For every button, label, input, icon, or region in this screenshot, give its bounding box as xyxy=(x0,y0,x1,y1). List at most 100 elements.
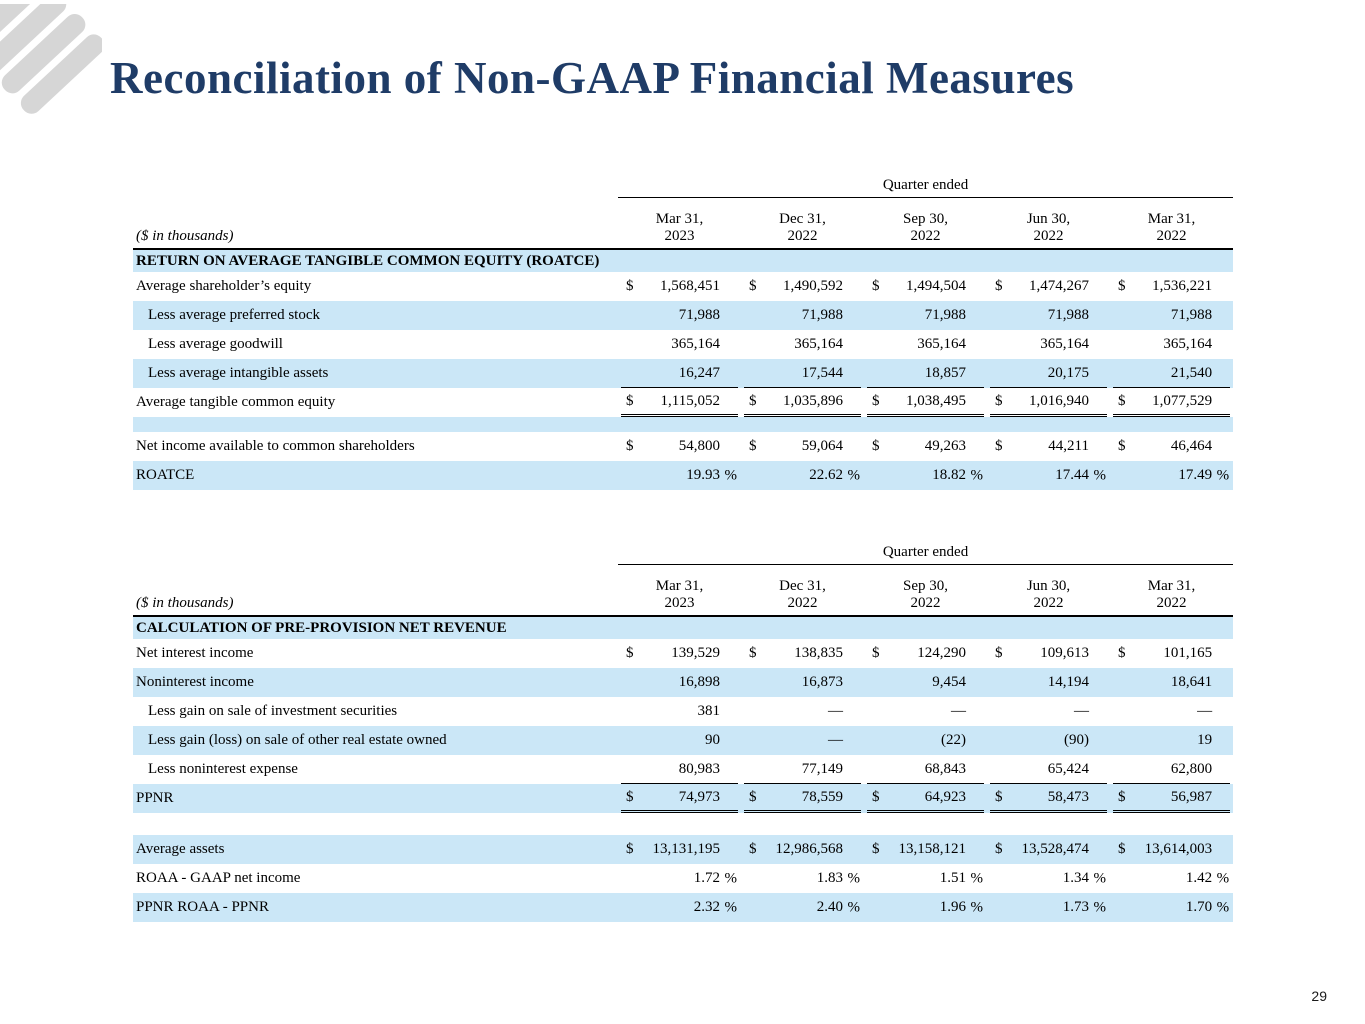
column-header: Mar 31, 2022 xyxy=(1110,564,1234,617)
value-wrap: 62,800 xyxy=(1113,755,1231,784)
value-cell: $1,016,940 xyxy=(987,388,1110,417)
value-wrap: $109,613 xyxy=(990,639,1107,668)
value-text: — xyxy=(1074,703,1089,719)
value-text: 1.96 xyxy=(939,899,966,915)
value-cell: 80,983 xyxy=(618,755,741,784)
column-header-date: Sep 30, xyxy=(903,211,948,228)
diagonal-stripes-icon xyxy=(0,0,105,114)
value-cell: $1,490,592 xyxy=(741,272,864,301)
value-cell: 18,857 xyxy=(864,359,987,388)
value-cell: (22) xyxy=(864,726,987,755)
value-wrap: (22) xyxy=(867,726,984,755)
value-text: 71,988 xyxy=(801,307,843,323)
value-wrap: $12,986,568 xyxy=(744,835,861,864)
row-label: Net income available to common sharehold… xyxy=(136,438,415,454)
value-wrap: 17,544 xyxy=(744,359,861,388)
value-wrap: $1,035,896 xyxy=(744,388,861,417)
value-cell: $1,494,504 xyxy=(864,272,987,301)
table-row: Less average preferred stock 71,988 71,988… xyxy=(133,301,1234,330)
value-wrap: 365,164 xyxy=(744,330,861,359)
page-number: 29 xyxy=(1311,988,1327,1004)
value-text: 71,988 xyxy=(924,307,966,323)
value-wrap: $13,131,195 xyxy=(621,835,738,864)
value-text: — xyxy=(951,703,966,719)
value-text: 16,898 xyxy=(678,674,720,690)
dollar-sign: $ xyxy=(995,438,1003,454)
value-text: 54,800 xyxy=(678,438,720,454)
row-label: Less average goodwill xyxy=(148,336,283,352)
value-wrap: $56,987 xyxy=(1113,784,1231,813)
row-label: ROATCE xyxy=(136,467,195,483)
dollar-sign: $ xyxy=(749,645,757,661)
value-wrap: 365,164 xyxy=(867,330,984,359)
value-cell: $13,158,121 xyxy=(864,835,987,864)
value-text: 1,077,529 xyxy=(1152,392,1213,409)
percent-sign: % xyxy=(1093,899,1107,915)
row-label: Average tangible common equity xyxy=(136,394,336,410)
value-cell: 14,194 xyxy=(987,668,1110,697)
value-text: 56,987 xyxy=(1170,788,1213,805)
row-label: Less gain on sale of investment securiti… xyxy=(148,703,398,719)
financial-table: Quarter ended ($ in thousands) Mar 31, 2023… xyxy=(133,543,1234,922)
value-text: 19.93 xyxy=(686,467,720,483)
dollar-sign: $ xyxy=(1118,438,1126,454)
value-wrap: 1.72% xyxy=(621,864,738,893)
value-text: 78,559 xyxy=(801,788,843,805)
row-label: Noninterest income xyxy=(136,674,254,690)
dollar-sign: $ xyxy=(626,438,634,454)
value-wrap: $46,464 xyxy=(1113,432,1230,461)
value-cell: — xyxy=(741,726,864,755)
value-cell: $1,115,052 xyxy=(618,388,741,417)
value-text: 1,494,504 xyxy=(906,278,966,294)
column-header: Mar 31, 2023 xyxy=(618,564,741,617)
value-wrap: 22.62% xyxy=(744,461,861,490)
value-text: 68,843 xyxy=(924,760,966,777)
value-text: 2.40 xyxy=(816,899,843,915)
column-header-year: 2022 xyxy=(910,228,941,245)
dollar-sign: $ xyxy=(1118,392,1126,409)
dollar-sign: $ xyxy=(1118,278,1126,294)
column-header-year: 2022 xyxy=(1156,228,1187,245)
value-text: 109,613 xyxy=(1040,645,1089,661)
value-cell: $13,131,195 xyxy=(618,835,741,864)
value-text: 46,464 xyxy=(1170,438,1213,454)
value-text: 65,424 xyxy=(1047,760,1089,777)
value-cell: — xyxy=(987,697,1110,726)
percent-sign: % xyxy=(1093,467,1107,483)
value-wrap: 1.83% xyxy=(744,864,861,893)
column-header-year: 2022 xyxy=(787,228,818,245)
value-text: 74,973 xyxy=(678,788,720,805)
value-wrap: 365,164 xyxy=(990,330,1107,359)
value-wrap: 19 xyxy=(1113,726,1230,755)
quarter-ended-row: Quarter ended xyxy=(133,176,1234,198)
column-header-year: 2022 xyxy=(787,595,818,612)
value-cell: $64,923 xyxy=(864,784,987,813)
value-cell: $58,473 xyxy=(987,784,1110,813)
value-cell: 71,988 xyxy=(1110,301,1233,330)
row-label: Less average intangible assets xyxy=(148,365,329,381)
row-label: Less average preferred stock xyxy=(148,307,320,323)
row-label: Average shareholder’s equity xyxy=(136,278,312,294)
value-wrap: 90 xyxy=(621,726,738,755)
dollar-sign: $ xyxy=(872,788,880,805)
column-header-date: Mar 31, xyxy=(655,578,704,595)
empty-cell xyxy=(133,176,618,197)
percent-sign: % xyxy=(970,870,984,886)
value-cell: $1,474,267 xyxy=(987,272,1110,301)
column-header-year: 2022 xyxy=(1156,595,1187,612)
value-text: 365,164 xyxy=(1040,336,1089,352)
value-cell: 9,454 xyxy=(864,668,987,697)
quarter-ended-row: Quarter ended xyxy=(133,543,1234,565)
units-label: ($ in thousands) xyxy=(133,197,618,250)
value-wrap: 71,988 xyxy=(1113,301,1230,330)
value-text: 139,529 xyxy=(671,645,720,661)
value-wrap: 365,164 xyxy=(1113,330,1230,359)
column-header-date: Dec 31, xyxy=(779,578,826,595)
table-row: Less gain (loss) on sale of other real e… xyxy=(133,726,1234,755)
value-wrap: 381 xyxy=(621,697,738,726)
value-text: 365,164 xyxy=(1163,336,1213,352)
value-cell: 22.62% xyxy=(741,461,864,490)
value-wrap: $59,064 xyxy=(744,432,861,461)
value-cell: 1.70% xyxy=(1110,893,1233,922)
value-text: 124,290 xyxy=(917,645,966,661)
